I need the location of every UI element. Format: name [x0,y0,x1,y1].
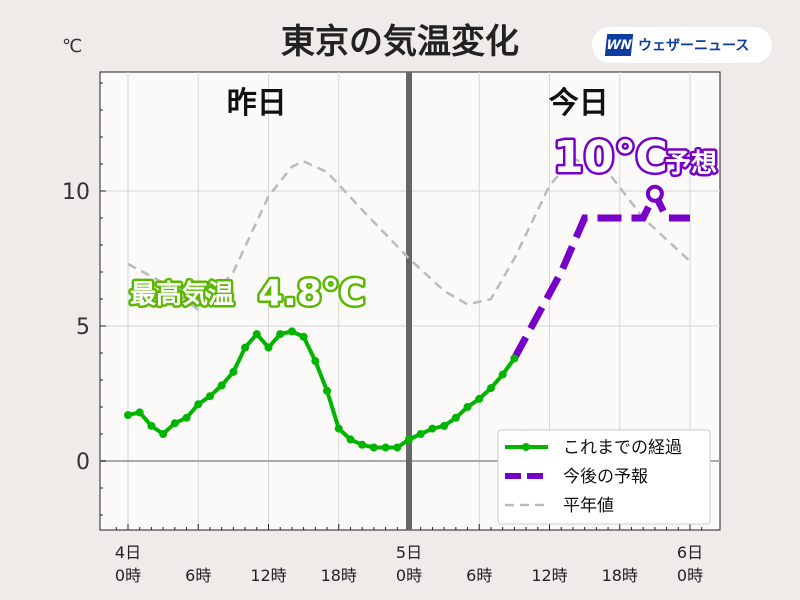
observed-point [475,394,484,403]
weathernews-logo: WN ウェザーニュース [592,27,772,63]
observed-point [205,392,214,401]
observed-point [440,421,449,430]
observed-point [346,435,355,444]
legend-box [497,429,711,525]
observed-point [323,386,332,395]
observed-point [264,343,273,352]
observed-point [428,424,437,433]
x-tick-hour-label: 18時 [602,566,638,585]
max-temp-label: 最高気温 [130,279,234,310]
x-tick-hour-label: 6時 [185,566,211,585]
day-label-yesterday: 昨日 [227,86,287,121]
observed-point [287,327,296,336]
x-tick-hour-label: 12時 [250,566,286,585]
observed-point [463,403,472,411]
observed-point [498,370,507,379]
observed-point [182,413,191,422]
observed-point [299,332,308,341]
observed-point [229,367,238,376]
forecast-temp-suffix: 予想 [665,149,717,179]
y-axis-unit: ℃ [62,36,83,57]
x-tick-day-label: 5日 [396,543,422,562]
chart-title: 東京の気温変化 [281,22,519,62]
forecast-temp-value: 10℃ [553,132,668,183]
legend-forecast-label: 今後の予報 [563,467,648,487]
observed-point [311,357,320,366]
x-tick-hour-label: 0時 [115,566,141,585]
x-tick-hour-label: 18時 [321,566,357,585]
observed-point [217,381,226,390]
observed-point [170,419,179,428]
observed-point [451,413,460,422]
observed-point [381,443,390,452]
observed-point [358,440,367,449]
day-label-today: 今日 [549,86,609,121]
observed-point [369,443,378,452]
observed-point [393,443,402,452]
legend-normal-label: 平年値 [563,496,614,516]
observed-point [252,330,261,339]
y-tick-label: 10 [62,180,90,205]
observed-point [510,354,519,363]
observed-point [416,430,425,438]
legend-observed-marker [522,443,530,451]
observed-point [124,411,132,420]
x-tick-hour-label: 0時 [677,566,703,585]
observed-point [334,424,343,433]
observed-point [276,330,285,339]
max-temp-value: 4.8℃ [258,273,365,314]
x-tick-hour-label: 0時 [396,566,422,585]
legend-observed-label: これまでの経過 [563,438,682,458]
observed-point [486,384,495,393]
y-tick-label: 0 [76,450,90,475]
observed-point [194,400,203,409]
y-tick-label: 5 [76,315,90,340]
logo-text: ウェザーニュース [638,38,750,54]
series-normal-line [127,157,691,312]
forecast-max-marker [645,184,664,203]
x-tick-hour-label: 12時 [531,566,567,585]
x-tick-day-label: 4日 [115,543,141,562]
observed-point [159,430,168,438]
observed-point [135,408,144,417]
observed-point [147,421,156,430]
x-tick-hour-label: 6時 [466,566,492,585]
observed-point [405,435,413,444]
x-tick-day-label: 6日 [677,543,703,562]
observed-point [241,343,250,352]
series-forecast-line [511,185,690,361]
series-observed-line [127,329,516,450]
